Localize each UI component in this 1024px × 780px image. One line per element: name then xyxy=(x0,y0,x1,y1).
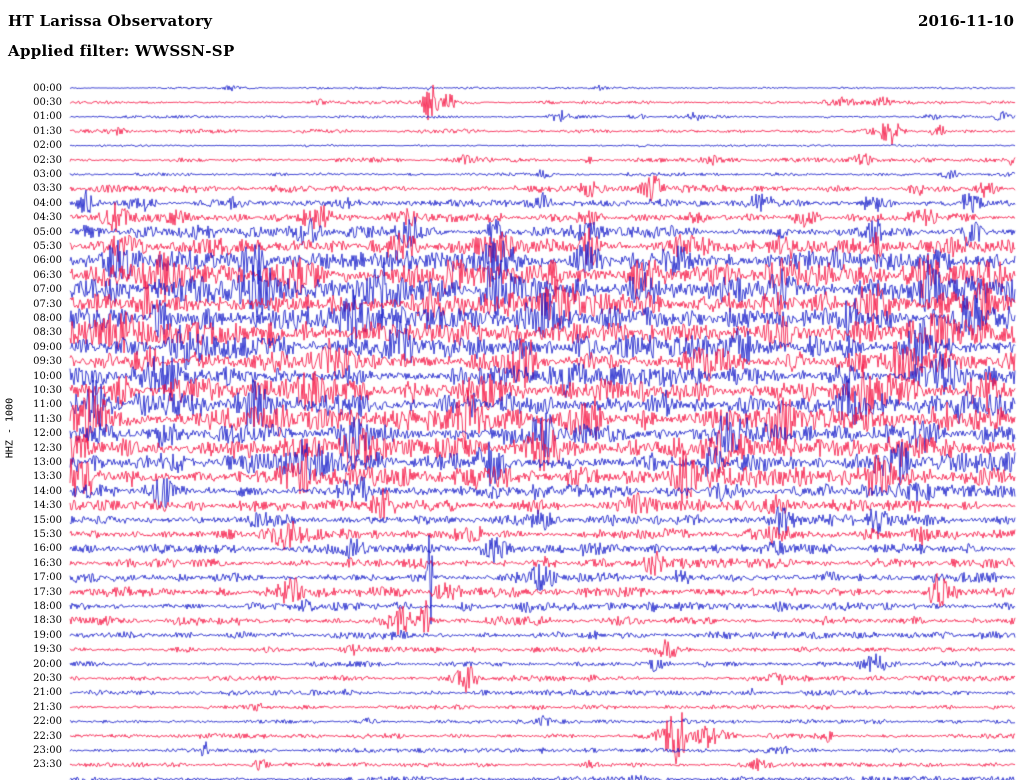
trace-time-label: 11:30 xyxy=(33,413,62,425)
trace-time-label: 12:30 xyxy=(33,442,62,454)
trace-time-label: 06:30 xyxy=(33,269,62,281)
trace-time-label: 17:00 xyxy=(33,572,62,584)
trace-time-label: 20:00 xyxy=(33,658,62,670)
trace-time-label: 20:30 xyxy=(33,672,62,684)
trace-time-label: 04:30 xyxy=(33,212,62,224)
trace-time-label: 10:00 xyxy=(33,370,62,382)
trace-time-label: 23:30 xyxy=(33,759,62,771)
trace-time-label: 01:30 xyxy=(33,125,62,137)
trace-time-label: 09:30 xyxy=(33,356,62,368)
trace-time-label: 12:00 xyxy=(33,428,62,440)
trace-time-label: 03:00 xyxy=(33,168,62,180)
trace-time-label: 02:30 xyxy=(33,154,62,166)
trace-time-label: 17:30 xyxy=(33,586,62,598)
trace-time-label: 11:00 xyxy=(33,399,62,411)
trace-time-label: 15:00 xyxy=(33,514,62,526)
trace-time-label: 13:00 xyxy=(33,456,62,468)
trace-time-label: 19:00 xyxy=(33,629,62,641)
trace-time-label: 18:30 xyxy=(33,615,62,627)
trace-time-label: 16:00 xyxy=(33,543,62,555)
trace-time-label: 21:30 xyxy=(33,701,62,713)
trace-time-label: 16:30 xyxy=(33,557,62,569)
trace-time-label: 10:30 xyxy=(33,384,62,396)
trace-time-label: 06:00 xyxy=(33,255,62,267)
trace-time-label: 05:00 xyxy=(33,226,62,238)
trace-time-label: 19:30 xyxy=(33,644,62,656)
trace-time-label: 21:00 xyxy=(33,687,62,699)
trace-time-label: 13:30 xyxy=(33,471,62,483)
trace-time-label: 04:00 xyxy=(33,197,62,209)
trace-time-label: 23:00 xyxy=(33,744,62,756)
trace-time-label: 22:00 xyxy=(33,716,62,728)
trace-time-label: 22:30 xyxy=(33,730,62,742)
trace-time-label: 07:00 xyxy=(33,284,62,296)
trace-time-label: 18:00 xyxy=(33,600,62,612)
trace-time-label: 01:00 xyxy=(33,111,62,123)
trace-time-label: 03:30 xyxy=(33,183,62,195)
trace-time-label: 14:30 xyxy=(33,500,62,512)
trace-time-label: 00:00 xyxy=(33,82,62,94)
trace-time-label: 09:00 xyxy=(33,341,62,353)
trace-time-label: 00:30 xyxy=(33,96,62,108)
trace-time-label: 08:00 xyxy=(33,312,62,324)
trace-time-label: 07:30 xyxy=(33,298,62,310)
trace-time-label: 05:30 xyxy=(33,240,62,252)
trace-time-label: 15:30 xyxy=(33,528,62,540)
trace-time-label: 14:00 xyxy=(33,485,62,497)
trace-time-label: 08:30 xyxy=(33,327,62,339)
trace-time-label: 02:00 xyxy=(33,140,62,152)
